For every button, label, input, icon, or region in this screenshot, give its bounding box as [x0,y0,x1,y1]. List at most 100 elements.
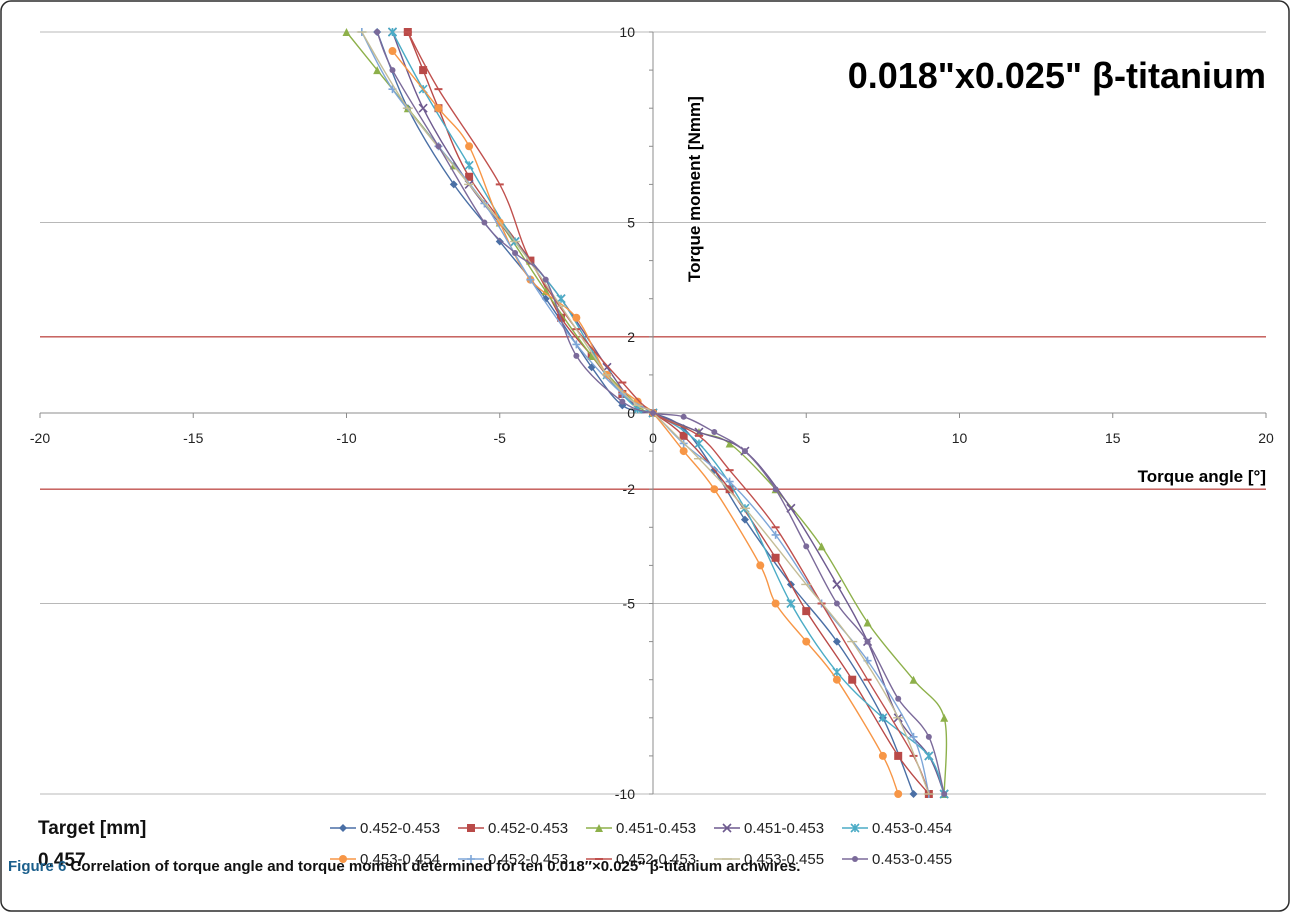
target-value: 0.457 [38,850,86,871]
data-point [526,275,535,284]
data-point [711,429,718,436]
series-group [342,27,949,799]
data-point [619,398,626,405]
data-point [419,66,428,75]
data-point [679,447,688,456]
y-tick-label: 5 [627,215,635,231]
data-point [573,352,580,359]
legend-item: 0.453-0.455 [714,851,824,868]
data-point [909,732,918,741]
data-point [388,47,397,56]
data-point [572,340,581,349]
data-point [924,751,934,761]
legend-label: 0.453-0.454 [872,820,952,837]
legend-label: 0.451-0.453 [744,820,824,837]
legend-label: 0.453-0.454 [360,851,440,868]
x-tick-label: 15 [1105,430,1121,446]
data-point [389,67,396,74]
data-point [850,823,860,833]
data-point [894,790,903,798]
data-point [771,530,780,539]
data-point [722,823,732,833]
series-line [391,31,945,795]
data-point [864,638,871,645]
x-tick-label: -20 [30,430,50,446]
caption-text: Correlation of torque angle and torque m… [70,858,801,875]
legend-label: 0.452-0.453 [488,851,568,868]
legend-item: 0.453-0.454 [330,851,440,868]
legend-item: 0.452-0.453 [458,851,568,868]
data-point [495,237,504,246]
data-point [464,160,474,170]
data-point [803,543,810,550]
data-point [374,29,381,35]
legend-item: 0.452-0.453 [330,820,440,837]
data-point [832,675,841,684]
data-point [387,27,398,37]
x-tick-label: -5 [494,430,507,446]
data-point [817,542,826,551]
data-point [467,855,475,863]
legend-item: 0.453-0.454 [842,820,952,837]
data-point [710,485,719,494]
data-point [741,448,748,455]
data-point [925,733,932,740]
data-point [895,695,902,702]
data-point [679,431,688,440]
y-tick-label: 2 [627,329,635,345]
y-tick-label: -10 [615,786,635,802]
legend-item: 0.453-0.455 [842,851,952,868]
legend: 0.452-0.453 0.452-0.453 0.451-0.453 0.451-0… [330,820,952,868]
data-point [465,172,474,181]
x-tick-label: 20 [1258,430,1274,446]
data-point [740,515,749,524]
data-point [467,824,475,832]
data-point [572,313,581,322]
data-point [342,28,351,36]
data-point [941,791,948,797]
x-tick-label: 10 [952,430,968,446]
y-tick-label: 0 [627,405,635,421]
legend-label: 0.453-0.455 [744,851,824,868]
data-point [786,598,796,609]
data-point [894,751,903,760]
legend-label: 0.451-0.453 [616,820,696,837]
data-point [725,477,734,486]
data-point [909,790,918,798]
data-point [940,713,949,722]
x-tick-label: 0 [649,430,657,446]
data-point [771,599,780,608]
figure-number: Figure 6 [8,858,67,875]
y-axis-title: Torque moment [Nmm] [685,96,704,282]
data-point [435,143,442,150]
data-point [878,713,888,723]
data-point [542,276,549,283]
data-point [725,485,734,494]
figure-caption: Figure 6 Correlation of torque angle and… [8,858,1278,875]
data-point [756,561,765,570]
data-point [481,219,488,226]
y-tick-label: -5 [623,596,636,612]
data-point [587,351,596,360]
data-point [863,618,872,627]
data-point [680,413,687,420]
data-point [650,410,656,416]
data-point [694,438,704,449]
y-tick-label: -2 [623,481,636,497]
data-point [434,104,443,113]
data-point [852,856,858,862]
data-point [339,855,347,863]
legend-label: 0.453-0.455 [872,851,952,868]
data-point [418,103,428,113]
data-point [512,249,519,256]
data-point [878,751,887,760]
data-point [449,180,458,189]
target-label: Target [mm] [38,818,147,839]
legend-item: 0.452-0.453 [586,851,696,868]
y-tick-label: 10 [619,24,635,40]
x-tick-label: -15 [183,430,203,446]
data-point [832,579,842,590]
legend-label: 0.452-0.453 [616,851,696,868]
series-10 [374,29,948,797]
